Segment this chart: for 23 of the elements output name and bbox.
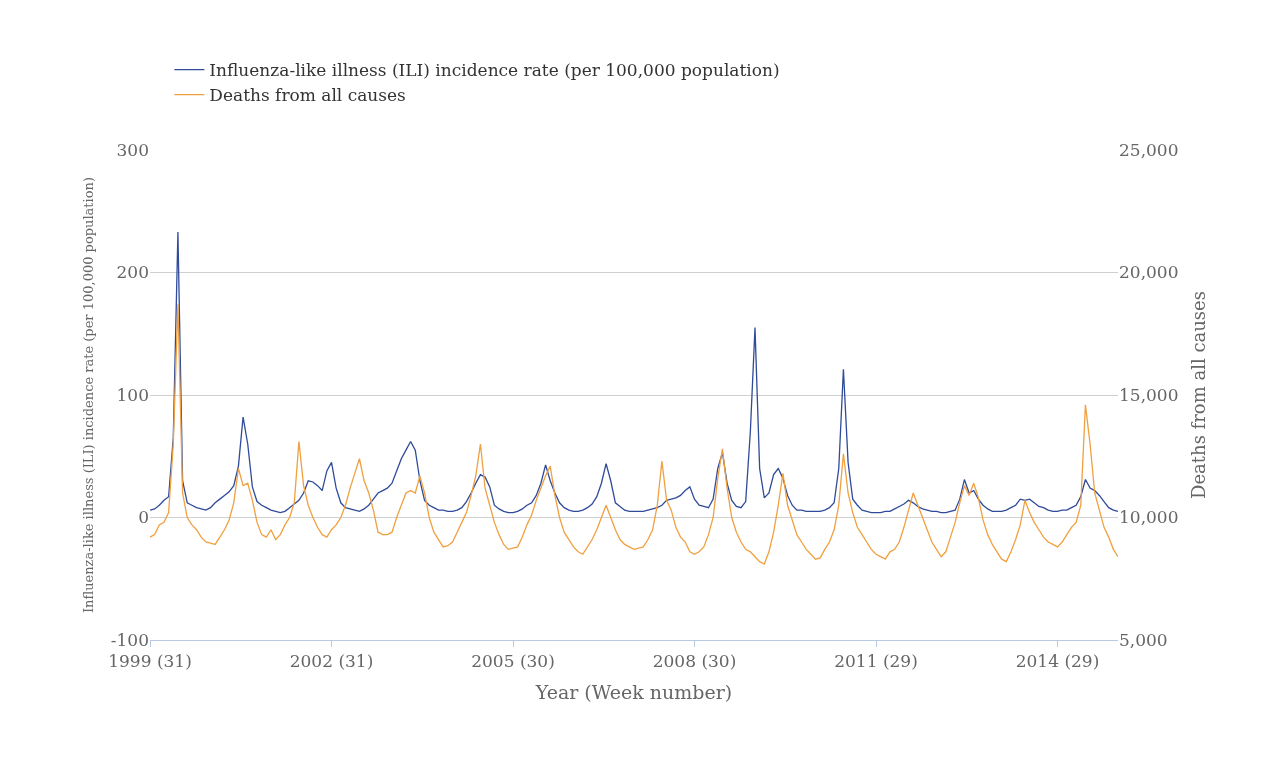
y2-tick-label: 20,000: [1119, 262, 1179, 283]
x-axis-title: Year (Week number): [534, 681, 733, 704]
x-tick-label: 2002 (31): [289, 651, 374, 672]
y-axis-title: Influenza-like illness (ILI) incidence rate (per 100,000 population): [80, 176, 96, 614]
x-tick-label: 2014 (29): [1015, 651, 1100, 672]
line-series: [150, 231, 1118, 514]
x-tick-label: 2005 (30): [471, 651, 555, 672]
y2-tick-label: 25,000: [1119, 139, 1179, 160]
line-series: [150, 303, 1118, 565]
y-tick-label: 0: [138, 507, 149, 528]
y-tick-label: 300: [116, 139, 149, 160]
y-tick-label: 100: [116, 384, 149, 405]
x-tick-label: 2011 (29): [834, 651, 918, 672]
y-tick-label: 200: [116, 262, 149, 283]
y-tick-label: -100: [110, 629, 149, 650]
legend-label: Influenza-like illness (ILI) incidence rate (per 100,000 population): [209, 60, 780, 81]
y2-tick-label: 10,000: [1119, 507, 1179, 528]
y2-axis-title: Deaths from all causes: [1187, 291, 1209, 499]
legend-label: Deaths from all causes: [209, 85, 406, 106]
x-tick-label: 1999 (31): [108, 651, 192, 672]
y2-tick-label: 15,000: [1119, 384, 1179, 405]
y2-tick-label: 5,000: [1119, 629, 1168, 650]
x-tick-label: 2008 (30): [652, 651, 737, 672]
